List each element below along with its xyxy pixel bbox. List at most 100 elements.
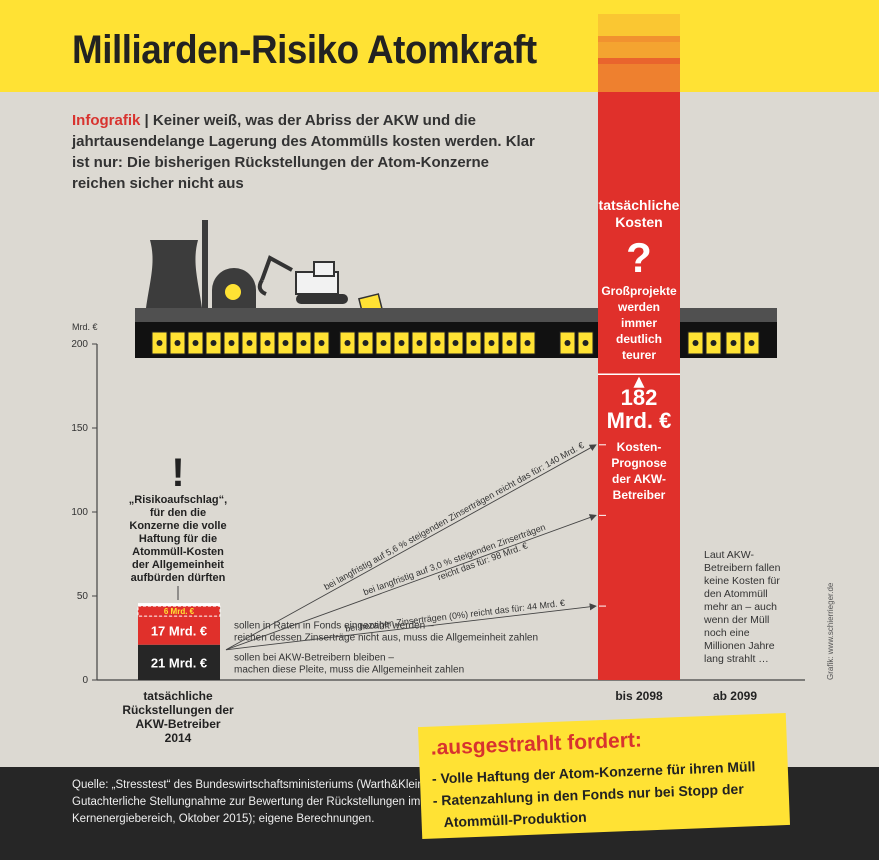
y-tick-label: 0 [82,675,88,686]
radiation-icon [380,340,387,346]
actual-cost-caption: Großprojekte [601,284,677,298]
ground-strip [135,308,777,322]
radiation-icon [488,340,495,346]
credit-text: Grafik: www.schierrieger.de [826,582,835,680]
risk-line: der Allgemeinheit [132,559,224,571]
y-tick-label: 200 [71,339,88,350]
stack-value-label: 17 Mrd. € [151,623,207,638]
forecast-unit: Mrd. € [607,408,672,433]
radiation-icon [564,340,571,346]
note-line: Laut AKW- [704,549,755,561]
demand-title: .ausgestrahlt fordert: [430,728,643,760]
radiation-icon [225,284,241,300]
forecast-caption: Prognose [611,456,667,470]
intro-text: Infografik | Keiner weiß, was der Abriss… [72,110,542,194]
stack-segment [138,644,220,680]
radiation-icon [416,340,423,346]
radiation-icon [282,340,289,346]
note-line: lang strahlt … [704,653,769,665]
y-tick-label: 150 [71,423,88,434]
y-tick-label: 50 [77,591,89,602]
y-tick-label: 100 [71,507,88,518]
stack-note: sollen bei AKW-Betreibern bleiben – [234,652,394,663]
stack-note: machen diese Pleite, muss die Allgemeinh… [234,664,464,675]
radiation-icon [246,340,253,346]
column-fade [598,14,680,42]
scenario-arrow [225,603,597,651]
risk-line: Atommüll-Kosten [132,546,224,558]
question-mark: ? [626,234,652,281]
radiation-icon [582,340,589,346]
actual-cost-caption: werden [617,300,660,314]
note-line: Millionen Jahre [704,640,775,652]
radiation-icon [748,340,755,346]
scenario-label: bei heutigen Zinserträgen (0%) reicht da… [345,598,566,634]
radiation-icon [452,340,459,346]
actual-cost-caption: immer [621,316,657,330]
radiation-icon [692,340,699,346]
stack-note: sollen in Raten in Fonds eingezahlt werd… [234,620,434,631]
forecast-value: 182 [621,385,658,410]
intro-body: Keiner weiß, was der Abriss der AKW und … [72,112,535,192]
radiation-icon [524,340,531,346]
radiation-icon [710,340,717,346]
y-axis-label: Mrd. € [72,322,98,332]
risk-note: ! „Risikoaufschlag“, für den die Konzern… [129,451,227,600]
radiation-icon [192,340,199,346]
column-fade [598,58,680,98]
forecast-caption: Betreiber [613,488,666,502]
note-line: den Atommüll [704,588,768,600]
stack-value-label: 21 Mrd. € [151,655,207,670]
exclamation-mark: ! [171,451,184,495]
scenario-arrow [225,514,597,651]
waste-barrels [151,331,760,355]
x-label-2099: ab 2099 [713,689,757,703]
forecast-caption: Kosten- [617,440,662,454]
x-label-2014: AKW-Betreiber [135,717,220,731]
stacked-bar-2014: 21 Mrd. € sollen bei AKW-Betreibern bleib… [137,603,538,680]
note-line: keine Kosten für [704,575,780,587]
scenario-arrows: bei heutigen Zinserträgen (0%) reicht da… [225,440,606,651]
cooling-tower-icon [146,240,202,308]
note-line: Betreibern fallen [704,562,781,574]
radiation-icon [264,340,271,346]
intro-separator: | [140,112,153,129]
chimney-icon [202,220,208,308]
actual-cost-title: tatsächliche [599,197,680,213]
demand-box: .ausgestrahlt fordert: - Volle Haftung d… [417,712,791,840]
risk-line: Konzerne die volle [129,520,226,532]
x-label-2014: Rückstellungen der [122,703,234,717]
radiation-icon [362,340,369,346]
cost-column: tatsächliche Kosten ? Großprojekte werde… [598,14,680,680]
stack-top-edge [138,603,220,607]
x-label-2098: bis 2098 [615,689,663,703]
risk-line: „Risikoaufschlag“, [129,494,227,506]
stack-value-label: 6 Mrd. € [164,607,195,616]
radiation-icon [730,340,737,346]
actual-cost-title: Kosten [615,214,662,230]
radiation-icon [300,340,307,346]
radiation-icon [434,340,441,346]
note-line: wenn der Müll [703,614,769,626]
radiation-icon [156,340,163,346]
actual-cost-caption: teurer [622,348,656,362]
risk-line: Haftung für die [139,533,217,545]
stack-segment [138,616,220,645]
radiation-icon [228,340,235,346]
page-title: Milliarden-Risiko Atomkraft [72,28,537,72]
forecast-caption: der AKW- [612,472,666,486]
actual-cost-caption: deutlich [616,332,662,346]
note-line: mehr an – auch [704,601,777,613]
intro-label: Infografik [72,112,141,129]
radiation-icon [174,340,181,346]
x-axis-labels: tatsächliche Rückstellungen der AKW-Betr… [122,689,757,745]
risk-line: aufbürden dürften [131,572,226,584]
after-2099-note: Laut AKW- Betreibern fallen keine Kosten… [703,549,781,665]
note-line: noch eine [704,627,750,639]
radiation-icon [470,340,477,346]
stack-note: reichen dessen Zinserträge nicht aus, mu… [234,632,538,643]
source-note: Quelle: „Stresstest“ des Bundeswirtschaf… [72,779,427,825]
radiation-icon [318,340,325,346]
